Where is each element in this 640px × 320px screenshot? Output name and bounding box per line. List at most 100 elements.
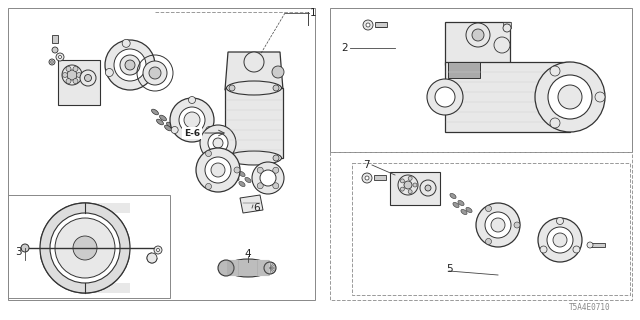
Circle shape	[114, 49, 146, 81]
Circle shape	[257, 183, 263, 189]
Circle shape	[105, 40, 155, 90]
Circle shape	[573, 246, 580, 253]
Circle shape	[257, 167, 263, 173]
Circle shape	[171, 126, 178, 133]
Circle shape	[154, 246, 162, 254]
Circle shape	[548, 75, 592, 119]
Ellipse shape	[466, 207, 472, 212]
Bar	[215, 155, 221, 159]
Bar	[215, 127, 221, 131]
Polygon shape	[85, 283, 130, 293]
Ellipse shape	[245, 177, 251, 183]
Circle shape	[363, 20, 373, 30]
Polygon shape	[52, 35, 58, 43]
Ellipse shape	[264, 262, 276, 274]
Circle shape	[50, 213, 120, 283]
Circle shape	[73, 79, 78, 84]
Circle shape	[106, 68, 113, 76]
Ellipse shape	[239, 172, 245, 177]
Circle shape	[398, 175, 418, 195]
Ellipse shape	[453, 203, 459, 208]
Circle shape	[229, 155, 235, 161]
Circle shape	[362, 173, 372, 183]
Circle shape	[366, 23, 370, 27]
Polygon shape	[445, 22, 510, 65]
Circle shape	[52, 47, 58, 53]
Bar	[375, 22, 387, 27]
Polygon shape	[225, 88, 283, 158]
Circle shape	[486, 205, 492, 212]
Circle shape	[200, 125, 236, 161]
Circle shape	[147, 253, 157, 263]
Circle shape	[208, 133, 228, 153]
Circle shape	[427, 79, 463, 115]
Bar	[229, 141, 235, 145]
Circle shape	[273, 183, 279, 189]
Text: T5A4E0710: T5A4E0710	[569, 303, 611, 313]
Text: 3: 3	[15, 247, 21, 257]
Bar	[201, 141, 207, 145]
Circle shape	[63, 73, 67, 77]
Bar	[226, 260, 270, 276]
Circle shape	[272, 66, 284, 78]
Text: 4: 4	[244, 249, 252, 259]
Circle shape	[535, 62, 605, 132]
Circle shape	[67, 70, 77, 80]
Circle shape	[205, 150, 211, 156]
Circle shape	[408, 176, 412, 180]
Circle shape	[485, 212, 511, 238]
Circle shape	[401, 179, 404, 183]
Circle shape	[21, 244, 29, 252]
Circle shape	[62, 65, 82, 85]
Circle shape	[273, 155, 279, 161]
Circle shape	[179, 107, 205, 133]
Circle shape	[196, 148, 240, 192]
Circle shape	[66, 79, 71, 84]
Circle shape	[149, 67, 161, 79]
Circle shape	[404, 181, 412, 189]
Circle shape	[547, 227, 573, 253]
Circle shape	[558, 85, 582, 109]
Circle shape	[234, 167, 240, 173]
Circle shape	[413, 183, 417, 187]
Ellipse shape	[166, 122, 173, 128]
Circle shape	[252, 162, 284, 194]
Circle shape	[587, 242, 593, 248]
Circle shape	[244, 52, 264, 72]
Polygon shape	[445, 62, 570, 132]
Bar	[503, 22, 511, 28]
Text: 2: 2	[341, 43, 348, 53]
Circle shape	[550, 118, 560, 128]
Ellipse shape	[225, 259, 271, 277]
Ellipse shape	[233, 165, 239, 171]
Circle shape	[122, 39, 130, 47]
Bar	[374, 175, 386, 180]
Circle shape	[435, 87, 455, 107]
Circle shape	[273, 167, 279, 173]
Polygon shape	[240, 195, 263, 213]
Circle shape	[58, 55, 61, 59]
Polygon shape	[448, 62, 480, 78]
Ellipse shape	[450, 193, 456, 199]
Circle shape	[491, 218, 505, 232]
Circle shape	[120, 55, 140, 75]
Circle shape	[147, 68, 155, 76]
Circle shape	[486, 238, 492, 244]
Circle shape	[550, 66, 560, 76]
Circle shape	[365, 176, 369, 180]
Circle shape	[206, 126, 213, 133]
Circle shape	[189, 97, 195, 103]
Text: 1: 1	[310, 8, 317, 18]
Polygon shape	[58, 60, 100, 105]
Bar	[590, 243, 605, 247]
Text: 6: 6	[253, 203, 260, 213]
Polygon shape	[85, 203, 130, 213]
Circle shape	[205, 183, 211, 189]
Ellipse shape	[461, 209, 467, 215]
Ellipse shape	[458, 200, 464, 205]
Ellipse shape	[152, 109, 159, 115]
Circle shape	[401, 187, 404, 191]
Polygon shape	[390, 172, 440, 205]
Ellipse shape	[175, 127, 182, 133]
Text: 5: 5	[445, 264, 452, 274]
